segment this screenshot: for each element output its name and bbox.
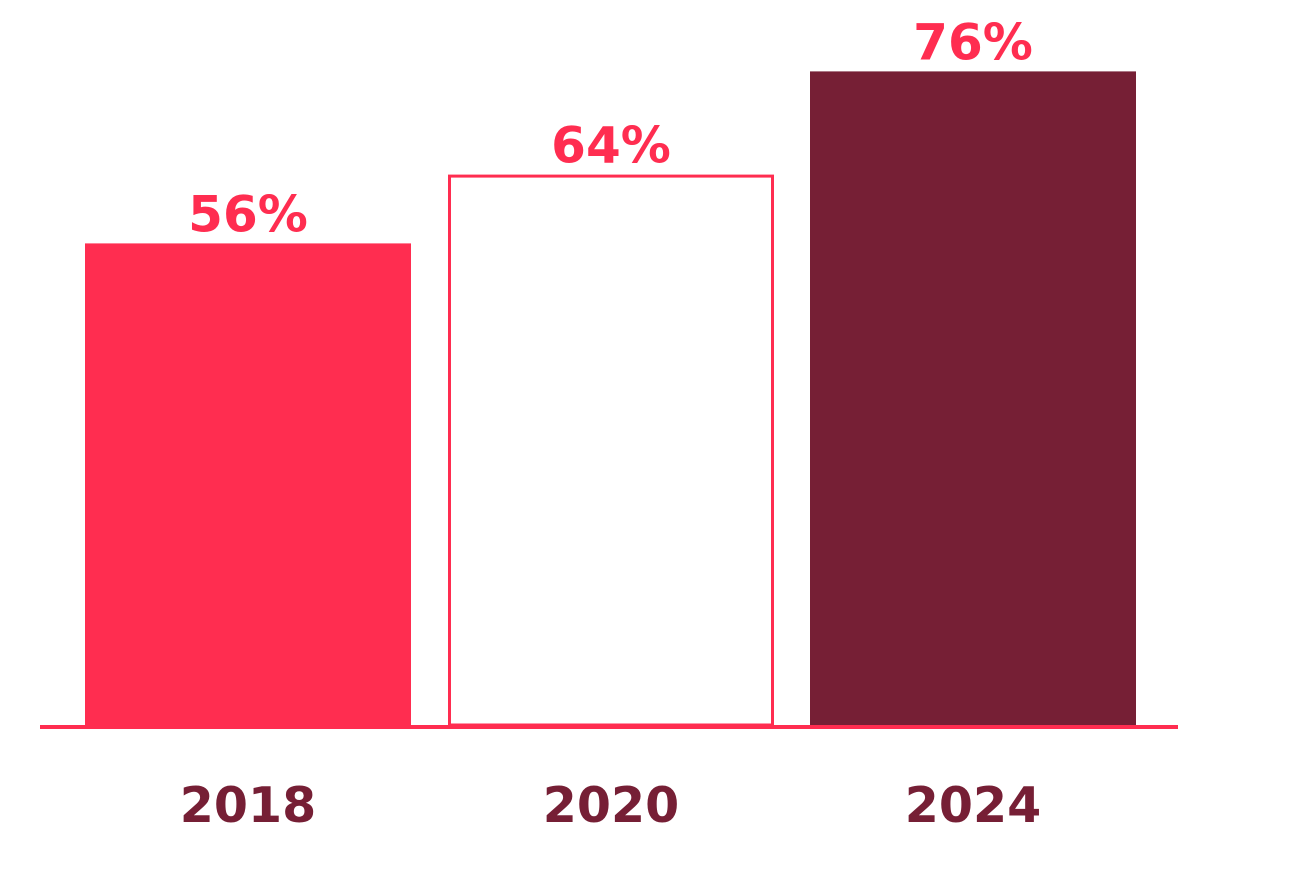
x-tick-label-2024: 2024 [905, 777, 1041, 834]
x-tick-label-2018: 2018 [180, 777, 316, 834]
x-tick-label-2020: 2020 [543, 777, 679, 834]
value-label-2024: 76% [913, 13, 1033, 71]
value-labels-group: 56% 64% 76% [188, 13, 1033, 243]
bars-group [85, 71, 1136, 727]
value-label-2020: 64% [551, 117, 671, 175]
bar-2020 [448, 174, 774, 727]
value-label-2018: 56% [188, 185, 308, 243]
x-tick-labels-group: 2018 2020 2024 [180, 777, 1041, 834]
bar-2024 [810, 71, 1136, 725]
bar-2018 [85, 243, 411, 725]
